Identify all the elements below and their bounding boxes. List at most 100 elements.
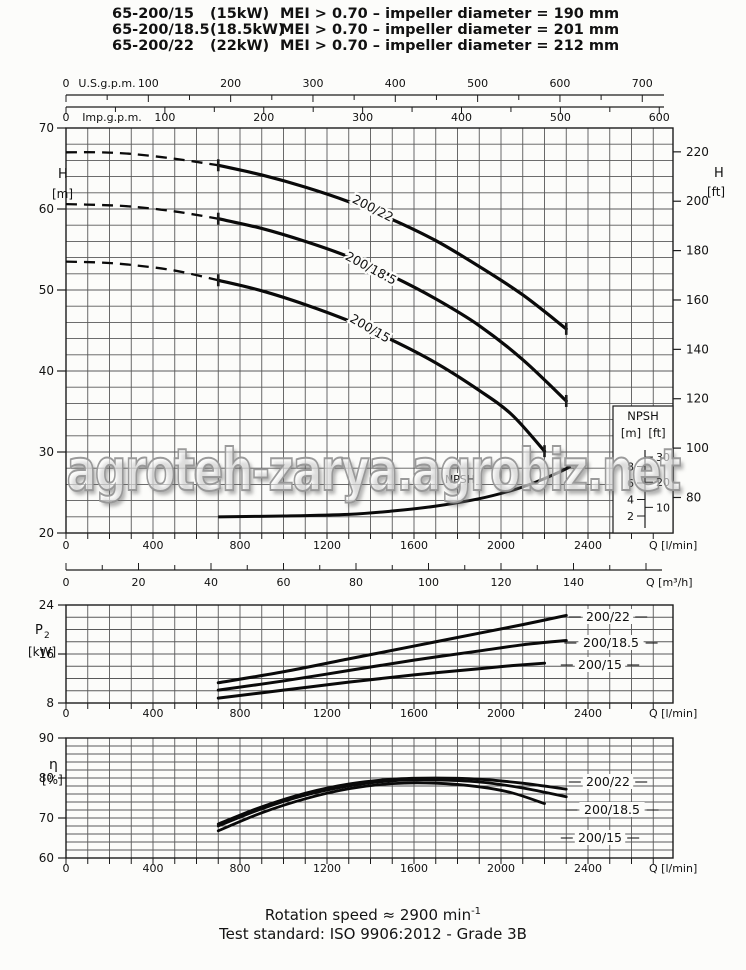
h-m-axis: 20 30 40 50 60 70 H [m]: [39, 121, 73, 540]
svg-text:P: P: [35, 623, 43, 638]
svg-text:8: 8: [627, 461, 634, 474]
svg-text:24: 24: [39, 598, 54, 612]
svg-text:50: 50: [39, 283, 54, 297]
svg-text:0: 0: [63, 862, 70, 875]
p2-curve-200/15: [216, 661, 546, 700]
svg-text:2000: 2000: [487, 707, 515, 720]
eta-curve-200/22: [216, 776, 568, 826]
svg-text:0: 0: [63, 707, 70, 720]
svg-text:10: 10: [656, 501, 670, 514]
svg-text:40: 40: [39, 364, 54, 378]
svg-text:400: 400: [143, 707, 164, 720]
svg-text:200/15: 200/15: [578, 830, 622, 845]
rotation-speed-exponent: -1: [471, 906, 482, 917]
svg-text:100: 100: [686, 441, 709, 455]
svg-text:Imp.g.p.m.: Imp.g.p.m.: [82, 111, 142, 124]
svg-text:30: 30: [39, 445, 54, 459]
npsh: NPSH [m] [ft] 2 4 6 8 10 20 30 NPSH: [218, 405, 674, 534]
svg-text:1600: 1600: [400, 539, 428, 552]
m3h-axis: 0 20 40 60 80 100 120 140 Q [m³/h]: [63, 563, 693, 589]
svg-text:200/15: 200/15: [578, 657, 622, 672]
svg-text:2: 2: [44, 631, 50, 641]
model-spec: MEI > 0.70 – impeller diameter = 212 mm: [280, 38, 620, 54]
svg-text:80: 80: [349, 576, 363, 589]
svg-text:16: 16: [39, 647, 54, 661]
svg-text:400: 400: [143, 862, 164, 875]
efficiency-chart: 60 70 80 90 η[%]: [39, 731, 674, 865]
svg-text:2000: 2000: [487, 539, 515, 552]
svg-text:70: 70: [39, 121, 54, 135]
svg-text:180: 180: [686, 244, 709, 258]
svg-text:90: 90: [39, 731, 54, 745]
svg-text:60: 60: [39, 851, 54, 865]
svg-text:100: 100: [138, 77, 159, 90]
svg-text:NPSH: NPSH: [627, 409, 659, 423]
svg-text:600: 600: [549, 77, 570, 90]
svg-text:NPSH: NPSH: [445, 473, 475, 486]
curve-200/18.5: [216, 217, 568, 403]
p2-curve-200/18.5: [216, 639, 568, 692]
rotation-speed-text: Rotation speed ≈ 2900 min: [264, 906, 472, 924]
svg-text:8: 8: [46, 696, 54, 710]
svg-text:500: 500: [467, 77, 488, 90]
curve-npsh: [218, 465, 572, 519]
efficiency-x-axis: 0 400 800 1200 1600 2000 2400 Q [l/min]: [63, 858, 697, 875]
svg-text:[m]: [m]: [52, 187, 73, 201]
svg-text:[m]: [m]: [621, 426, 641, 440]
p2-curve-200/22: [216, 613, 568, 685]
svg-text:200/22: 200/22: [586, 609, 630, 624]
svg-text:Q [l/min]: Q [l/min]: [649, 862, 697, 875]
svg-text:1600: 1600: [400, 707, 428, 720]
svg-text:100: 100: [418, 576, 439, 589]
svg-text:[%]: [%]: [42, 773, 63, 787]
h-ft-axis: 80 100 120 140 160 180 200 220 H [ft]: [673, 145, 725, 504]
svg-text:2400: 2400: [574, 707, 602, 720]
svg-text:200/18.5: 200/18.5: [583, 635, 639, 650]
curve-200/22: [216, 163, 568, 331]
svg-text:40: 40: [204, 576, 218, 589]
svg-text:200: 200: [253, 111, 274, 124]
model-power: (22kW): [210, 38, 270, 54]
eta-curve-200/15: [216, 781, 546, 833]
curve-dashed-200/22: [65, 151, 219, 167]
svg-text:60: 60: [277, 576, 291, 589]
svg-text:1200: 1200: [313, 862, 341, 875]
svg-text:200: 200: [220, 77, 241, 90]
model-name: 65-200/22: [112, 38, 194, 54]
svg-text:700: 700: [632, 77, 653, 90]
model-spec-row: 65-200/15 (15kW) MEI > 0.70 – impeller d…: [112, 6, 619, 22]
svg-text:100: 100: [154, 111, 175, 124]
svg-text:2000: 2000: [487, 862, 515, 875]
svg-text:0: 0: [63, 77, 70, 90]
model-power: (18.5kW): [210, 22, 285, 38]
power-curves: 200/22 200/18.5 200/15: [216, 609, 658, 700]
svg-text:H: H: [714, 166, 724, 181]
svg-text:200: 200: [686, 194, 709, 208]
svg-text:400: 400: [451, 111, 472, 124]
svg-text:300: 300: [302, 77, 323, 90]
main-x-axis: 0 400 800 1200 1600 2000 2400 Q [l/min]: [63, 533, 697, 552]
svg-text:200/18.5: 200/18.5: [584, 802, 640, 817]
svg-text:2400: 2400: [574, 862, 602, 875]
curve-dashed-200/15: [65, 260, 219, 282]
main-chart: [65, 127, 674, 534]
svg-text:1200: 1200: [313, 539, 341, 552]
model-spec: MEI > 0.70 – impeller diameter = 201 mm: [280, 22, 620, 38]
svg-text:2: 2: [627, 510, 634, 523]
svg-text:800: 800: [230, 862, 251, 875]
power-x-axis: 0 400 800 1200 1600 2000 2400 Q [l/min]: [63, 703, 697, 720]
svg-text:0: 0: [63, 539, 70, 552]
svg-text:70: 70: [39, 811, 54, 825]
model-spec: MEI > 0.70 – impeller diameter = 190 mm: [280, 6, 620, 22]
eta-curve-200/18.5: [216, 778, 568, 828]
model-specs-header: 65-200/15 (15kW) MEI > 0.70 – impeller d…: [112, 6, 619, 54]
gpm-axes: 0 100 200 300 400 500 600 700 U.S.g.p.m. 0 100 200 3…: [63, 77, 670, 124]
svg-text:20: 20: [132, 576, 146, 589]
svg-text:1200: 1200: [313, 707, 341, 720]
curve-200/15: [216, 278, 547, 453]
svg-text:H: H: [58, 167, 68, 182]
svg-text:60: 60: [39, 202, 54, 216]
svg-text:80: 80: [39, 771, 54, 785]
model-spec-row: 65-200/18.5 (18.5kW) MEI > 0.70 – impell…: [112, 22, 619, 38]
